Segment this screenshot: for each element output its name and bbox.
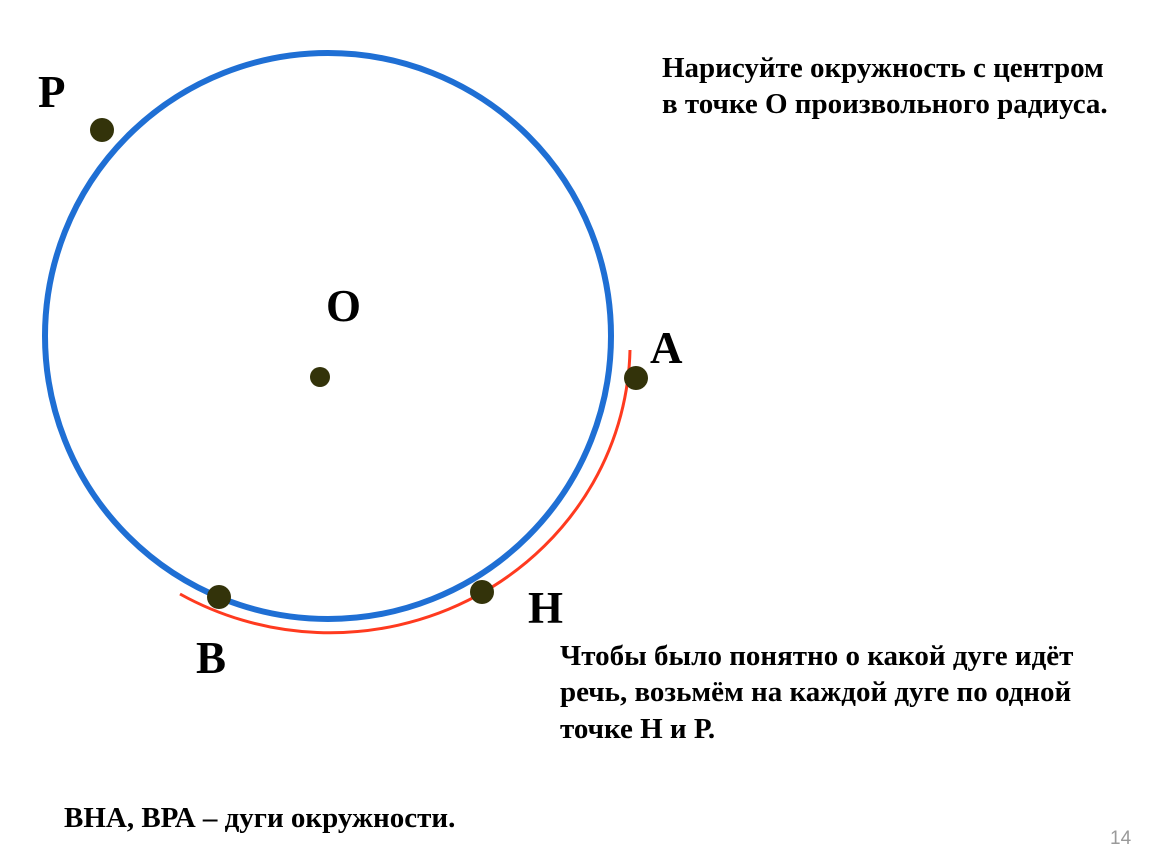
page-number: 14	[1110, 828, 1131, 850]
label-B: В	[196, 636, 226, 681]
label-P: Р	[38, 70, 66, 115]
label-A: А	[650, 326, 683, 371]
point-O	[310, 367, 330, 387]
instruction-mid: Чтобы было понятно о какой дуге идёт реч…	[560, 638, 1120, 747]
point-B	[207, 585, 231, 609]
point-P	[90, 118, 114, 142]
instruction-top: Нарисуйте окружность с центром в точке О…	[662, 50, 1122, 123]
instruction-bottom: ВНА, ВРА – дуги окружности.	[64, 802, 764, 835]
label-H: Н	[528, 586, 563, 631]
label-O: О	[326, 284, 361, 329]
point-A	[624, 366, 648, 390]
point-H	[470, 580, 494, 604]
slide-stage: Р О А В Н Нарисуйте окружность с центром…	[0, 0, 1158, 864]
main-circle	[45, 53, 611, 619]
